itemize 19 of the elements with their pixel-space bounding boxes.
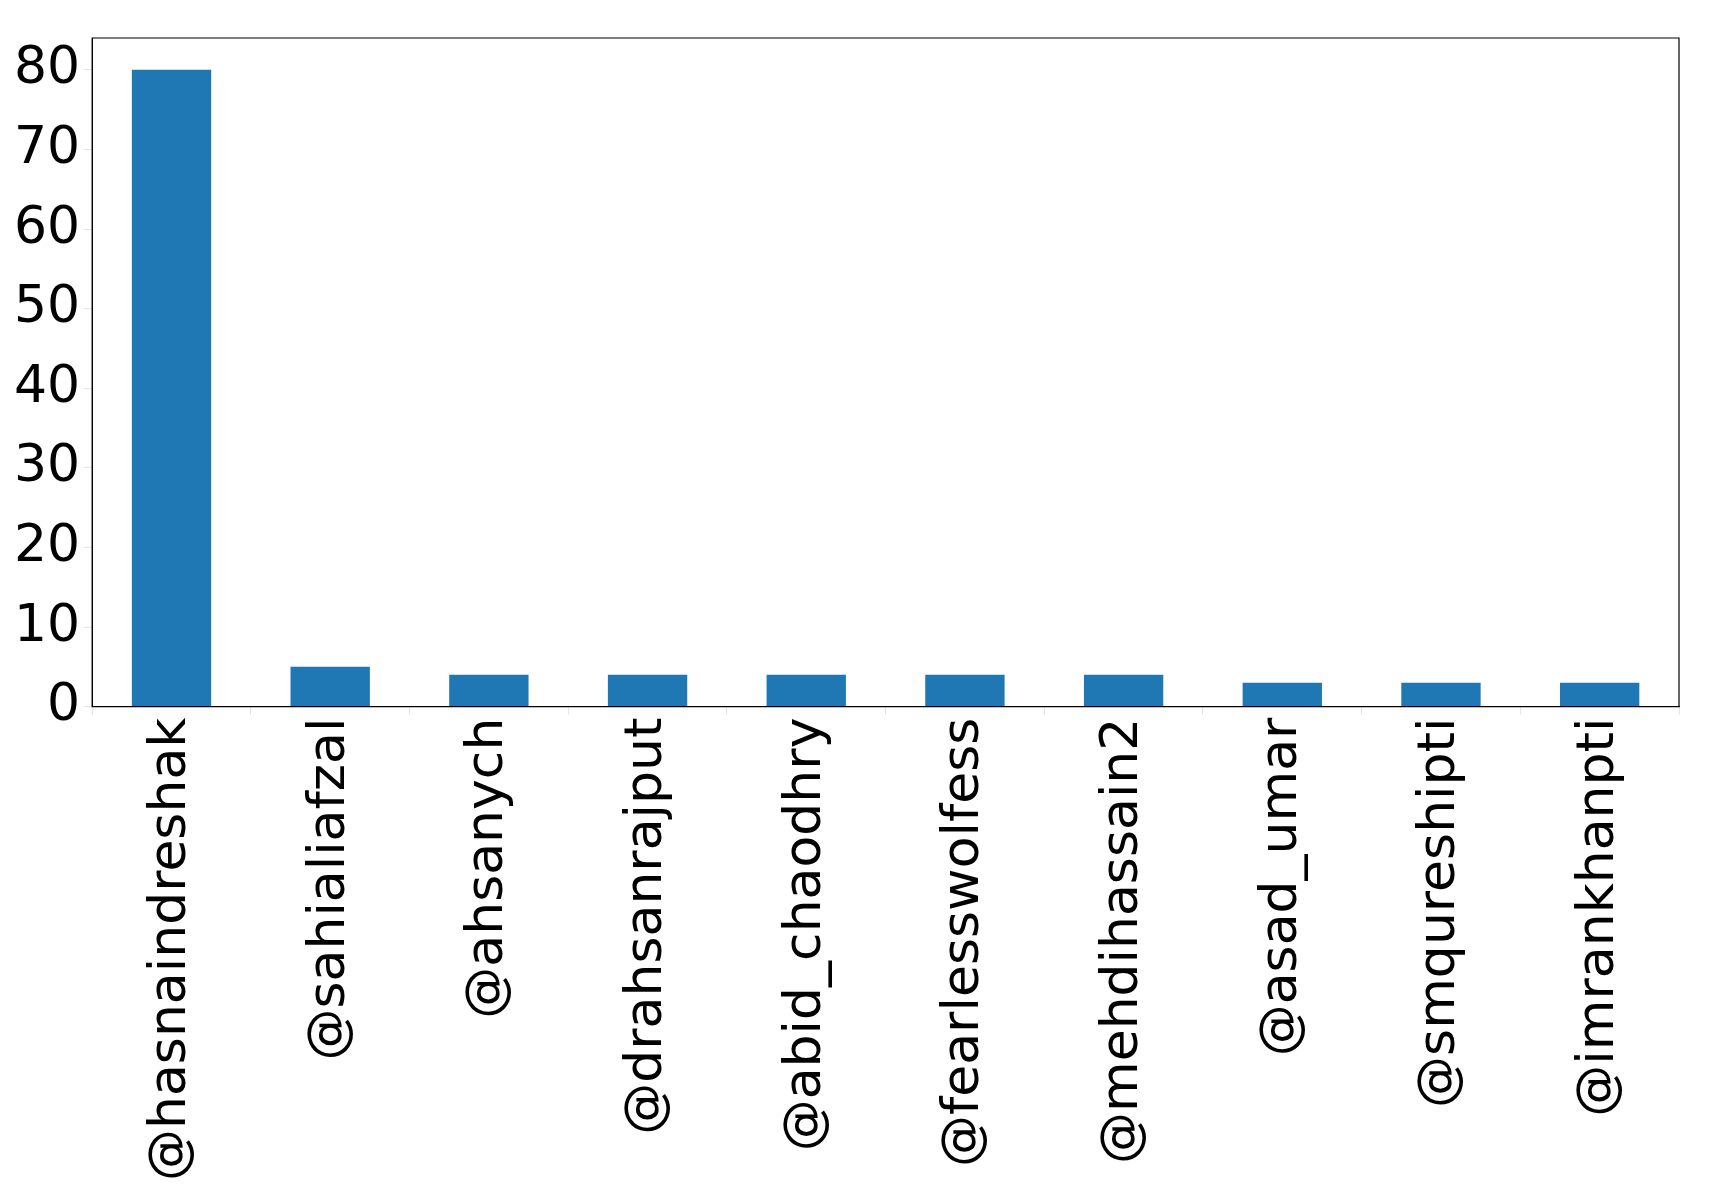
x-tick-label: @smqureshipti <box>1406 717 1467 1108</box>
x-tick-label: @hasnaindreshak <box>137 717 198 1181</box>
y-tick-label: 20 <box>14 512 81 573</box>
x-tick-label: @asad_umar <box>1247 716 1308 1057</box>
x-tick-label: @ahsanych <box>454 717 515 1019</box>
y-tick-label: 80 <box>14 35 81 96</box>
x-tick-label: @sahialiafzal <box>295 717 356 1061</box>
y-tick-label: 10 <box>14 592 81 653</box>
y-tick-label: 50 <box>14 274 81 335</box>
x-tick-label: @abid_chaodhry <box>771 717 832 1152</box>
y-tick-label: 30 <box>14 433 81 494</box>
y-tick-label: 40 <box>14 353 81 414</box>
y-tick-label: 0 <box>47 672 81 733</box>
y-tick-label: 70 <box>14 114 81 175</box>
y-tick-label: 60 <box>14 194 81 255</box>
x-tick-label: @imrankhanpti <box>1565 717 1626 1117</box>
x-tick-label: @fearlesswolfess <box>930 717 991 1168</box>
x-tick-label: @drahsanrajput <box>613 717 674 1135</box>
x-tick-label: @mehdihassain2 <box>1089 717 1150 1165</box>
